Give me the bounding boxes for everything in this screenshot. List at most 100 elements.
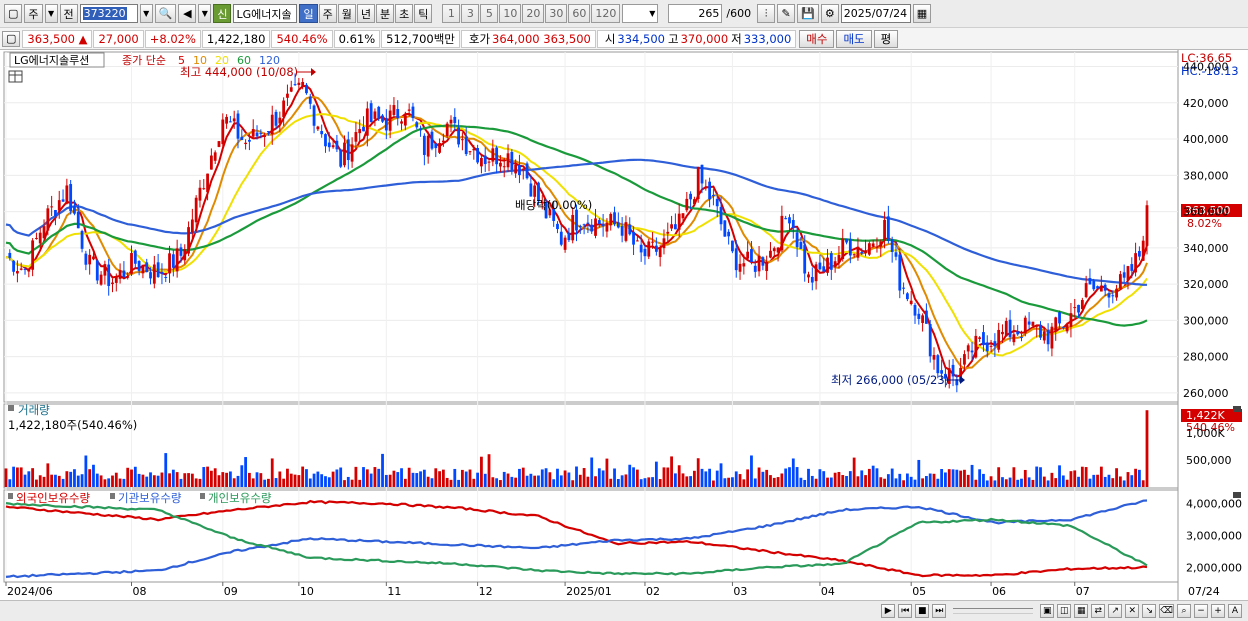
draw-tool-icon[interactable]: ✎ xyxy=(777,4,796,23)
period-tab-1[interactable]: 주 xyxy=(318,4,337,23)
scroll-last-icon[interactable]: ⏭ xyxy=(932,604,947,618)
code-dropdown-icon[interactable]: ▼ xyxy=(139,4,153,23)
lc-value: LC:36.65 xyxy=(1181,51,1232,65)
volume-bar xyxy=(742,479,746,487)
compare-icon[interactable]: ⇄ xyxy=(1091,604,1106,618)
candle-body xyxy=(111,282,114,285)
trend-icon[interactable]: ↗ xyxy=(1108,604,1123,618)
volume-bar xyxy=(955,469,959,487)
stop-icon[interactable]: ■ xyxy=(915,604,930,618)
arrow-icon[interactable]: ↘ xyxy=(1142,604,1157,618)
volume-bar xyxy=(712,480,715,487)
volume-bar xyxy=(776,477,780,487)
volume-bar xyxy=(244,457,248,487)
zoom-in-icon[interactable]: + xyxy=(1211,604,1225,618)
interval-tab-1[interactable]: 1 xyxy=(442,4,461,23)
volume-bar xyxy=(628,464,632,487)
split-icon[interactable]: ◫ xyxy=(1057,604,1072,618)
candle-body xyxy=(270,114,274,135)
volume-bar xyxy=(1004,479,1008,487)
interval-tab-5[interactable]: 5 xyxy=(480,4,499,23)
candle-body xyxy=(662,238,666,249)
candle-body xyxy=(457,127,460,145)
quote-toggle-icon[interactable]: ▢ xyxy=(2,30,21,47)
period-tab-2[interactable]: 월 xyxy=(337,4,356,23)
interval-select[interactable]: ▼ xyxy=(622,4,659,23)
holding-close-icon[interactable] xyxy=(1233,492,1241,498)
period-tab-5[interactable]: 초 xyxy=(395,4,414,23)
volume-bar xyxy=(799,477,803,487)
interval-tab-20[interactable]: 20 xyxy=(522,4,545,23)
sound-dropdown-icon[interactable]: ▼ xyxy=(198,4,212,23)
interval-tab-120[interactable]: 120 xyxy=(591,4,621,23)
zoom-slider[interactable] xyxy=(953,608,1034,614)
eval-button[interactable]: 평 xyxy=(873,29,899,48)
candle-body xyxy=(31,240,35,270)
magnifier-icon[interactable]: ⌕ xyxy=(1177,604,1191,618)
volume-bar xyxy=(35,479,38,487)
chevron-down-icon[interactable]: ▼ xyxy=(44,4,58,23)
scroll-right-icon[interactable]: ▶ xyxy=(881,604,896,618)
series-name-box[interactable] xyxy=(9,52,105,68)
volume-bar xyxy=(293,474,297,487)
calendar-icon[interactable]: ▦ xyxy=(912,4,932,23)
gear-icon[interactable]: ⚙ xyxy=(820,4,839,23)
bar-count-input[interactable]: 265 xyxy=(668,4,723,23)
volume-bar xyxy=(99,475,103,487)
candle-body xyxy=(441,140,445,143)
chart-type-icon[interactable]: ⫶ xyxy=(757,4,776,23)
window-icon[interactable]: ▢ xyxy=(4,4,23,23)
zoom-out-icon[interactable]: − xyxy=(1194,604,1208,618)
credit-badge[interactable]: 신 xyxy=(213,4,232,23)
holding-y-tick: 3,000,000 xyxy=(1186,529,1242,542)
candle-body xyxy=(582,224,586,226)
stock-code-input[interactable]: 373220 xyxy=(79,4,138,23)
candle-body xyxy=(130,253,133,274)
candle-body xyxy=(316,126,320,130)
market-select[interactable]: 주 xyxy=(24,4,43,23)
ma-legend-5: 5 xyxy=(178,54,185,67)
eraser-icon[interactable]: ⌫ xyxy=(1159,604,1174,618)
font-icon[interactable]: A xyxy=(1228,604,1242,618)
sell-button[interactable]: 매도 xyxy=(836,29,872,48)
volume-bar xyxy=(198,478,202,487)
candle-body xyxy=(179,247,183,256)
volume-bar xyxy=(194,478,198,487)
stock-name-field[interactable]: LG에너지솔 xyxy=(233,4,298,23)
interval-tab-60[interactable]: 60 xyxy=(568,4,591,23)
search-icon[interactable]: 🔍 xyxy=(154,4,177,23)
volume-bar xyxy=(259,473,263,487)
candle-body xyxy=(350,144,354,162)
interval-tab-3[interactable]: 3 xyxy=(461,4,480,23)
volume-bar xyxy=(171,469,175,487)
candle-body xyxy=(339,149,343,167)
save-icon[interactable]: 💾 xyxy=(797,4,819,23)
sound-icon[interactable]: ◀ xyxy=(178,4,197,23)
chart-canvas[interactable]: LG에너지솔루션 종가 단순 5 10 20 60 120 최고 444,000 (10/… xyxy=(0,50,1248,600)
buy-button[interactable]: 매수 xyxy=(799,29,835,48)
period-tab-4[interactable]: 분 xyxy=(375,4,395,23)
period-tab-3[interactable]: 년 xyxy=(356,4,375,23)
period-tab-6[interactable]: 틱 xyxy=(414,4,433,23)
candle-body xyxy=(540,201,544,204)
interval-tab-10[interactable]: 10 xyxy=(499,4,522,23)
interval-tab-30[interactable]: 30 xyxy=(545,4,568,23)
chart-area[interactable]: LG에너지솔루션 종가 단순 5 10 20 60 120 최고 444,000 (10/… xyxy=(0,50,1248,600)
volume-close-icon[interactable] xyxy=(1233,406,1241,412)
prev-button[interactable]: 전 xyxy=(59,4,78,23)
volume-bar xyxy=(635,469,639,487)
grid-icon[interactable]: ▦ xyxy=(1074,604,1089,618)
volume-bar xyxy=(525,475,529,487)
candle-body xyxy=(69,184,73,212)
candle-body xyxy=(430,131,434,149)
cross-icon[interactable]: ✕ xyxy=(1125,604,1140,618)
volume-bar xyxy=(940,469,944,487)
date-input[interactable]: 2025/07/24 xyxy=(840,4,911,23)
candle-body xyxy=(1111,295,1115,297)
period-tab-0[interactable]: 일 xyxy=(299,4,318,23)
scroll-first-icon[interactable]: ⏮ xyxy=(898,604,913,618)
candle-body xyxy=(1016,331,1020,335)
candle-body xyxy=(331,145,335,148)
layout-icon[interactable]: ▣ xyxy=(1040,604,1055,618)
